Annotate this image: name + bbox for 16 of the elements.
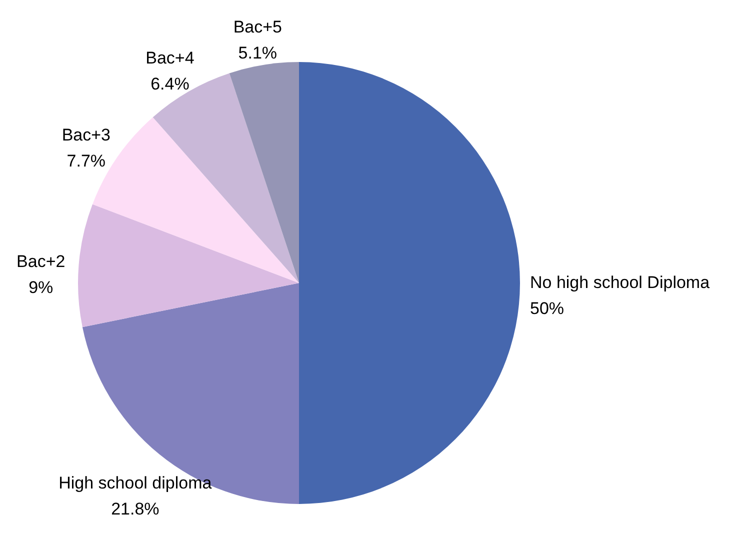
slice-label: Bac+4 bbox=[146, 48, 194, 68]
slice-label: Bac+3 bbox=[62, 125, 111, 144]
pie-slice bbox=[78, 204, 299, 328]
data-label: 9% bbox=[28, 278, 54, 297]
slice-label: Bac+5 bbox=[233, 17, 282, 36]
slice-label: No high school Diploma bbox=[530, 273, 710, 292]
data-label: 7.7% bbox=[66, 151, 106, 170]
data-label: 21.8% bbox=[111, 500, 160, 519]
slice-label: Bac+2 bbox=[16, 252, 66, 271]
slice-label: High school diploma bbox=[58, 474, 212, 493]
data-label: 50% bbox=[530, 299, 564, 318]
pie-slice bbox=[152, 73, 299, 283]
pie-slice bbox=[229, 62, 299, 283]
data-label: 5.1% bbox=[238, 43, 278, 62]
data-label: 6.4% bbox=[150, 74, 190, 94]
pie-slice bbox=[299, 62, 520, 504]
